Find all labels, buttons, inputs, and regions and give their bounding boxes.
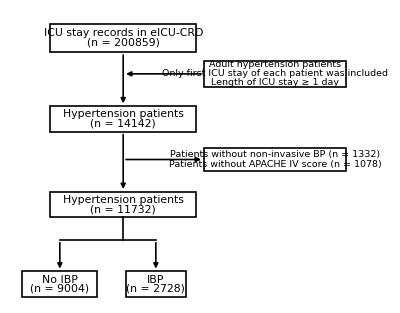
Text: (n = 9004): (n = 9004) [30,284,90,294]
FancyBboxPatch shape [50,192,196,217]
Text: Patients without non-invasive BP (n = 1332): Patients without non-invasive BP (n = 13… [170,151,380,160]
Text: ICU stay records in eICU-CRD: ICU stay records in eICU-CRD [44,28,203,38]
Text: IBP: IBP [147,275,164,285]
Text: (n = 200859): (n = 200859) [87,37,160,47]
FancyBboxPatch shape [126,271,186,297]
Text: (n = 2728): (n = 2728) [126,284,185,294]
Text: Adult hypertension patients: Adult hypertension patients [209,60,341,69]
FancyBboxPatch shape [50,23,196,52]
Text: Only first ICU stay of each patient was included: Only first ICU stay of each patient was … [162,69,388,78]
Text: Patients without APACHE IV score (n = 1078): Patients without APACHE IV score (n = 10… [168,160,381,168]
FancyBboxPatch shape [50,106,196,132]
FancyBboxPatch shape [204,61,346,87]
Text: (n = 14142): (n = 14142) [90,118,156,128]
Text: Length of ICU stay ≥ 1 day: Length of ICU stay ≥ 1 day [211,78,339,87]
Text: (n = 11732): (n = 11732) [90,204,156,214]
FancyBboxPatch shape [204,148,346,171]
Text: Hypertension patients: Hypertension patients [63,110,184,120]
Text: No IBP: No IBP [42,275,78,285]
FancyBboxPatch shape [22,271,97,297]
Text: Hypertension patients: Hypertension patients [63,195,184,205]
